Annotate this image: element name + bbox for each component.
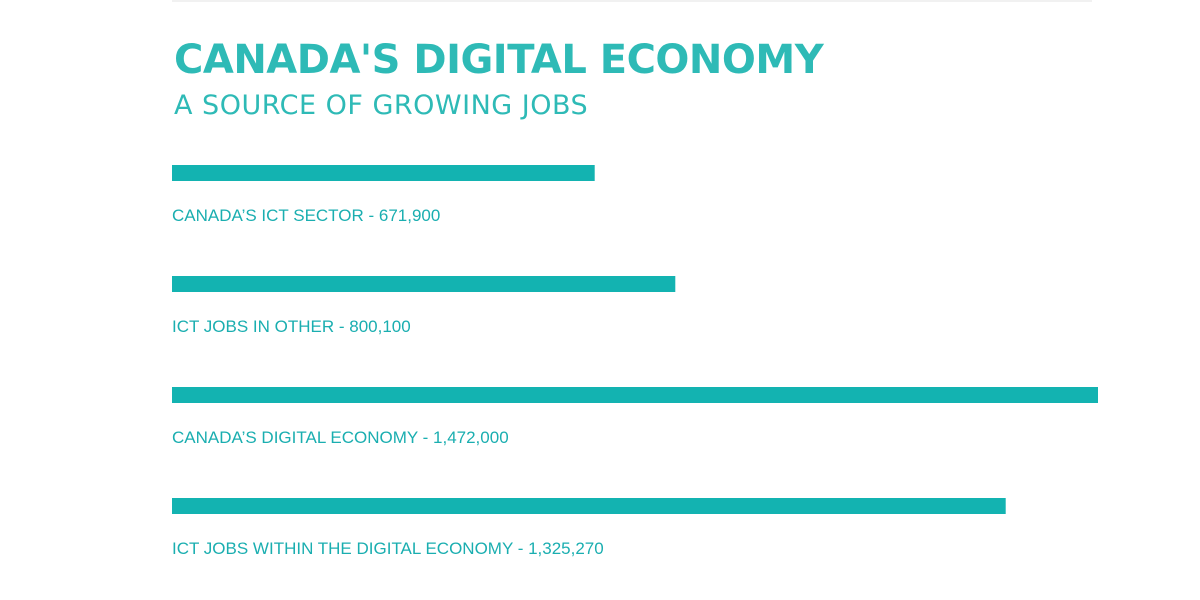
top-divider <box>172 0 1092 2</box>
bar-label-4: ICT JOBS WITHIN THE DIGITAL ECONOMY - 1,… <box>172 539 604 558</box>
bar-4 <box>172 498 1006 514</box>
bar-2 <box>172 276 676 292</box>
bar-label-3: CANADA’S DIGITAL ECONOMY - 1,472,000 <box>172 428 509 447</box>
chart-subtitle: A SOURCE OF GROWING JOBS <box>174 90 589 121</box>
bar-1 <box>172 165 595 181</box>
bar-3 <box>172 387 1098 403</box>
chart-title: CANADA'S DIGITAL ECONOMY <box>174 37 824 83</box>
bar-label-1: CANADA’S ICT SECTOR - 671,900 <box>172 206 440 225</box>
bar-label-2: ICT JOBS IN OTHER - 800,100 <box>172 317 411 336</box>
